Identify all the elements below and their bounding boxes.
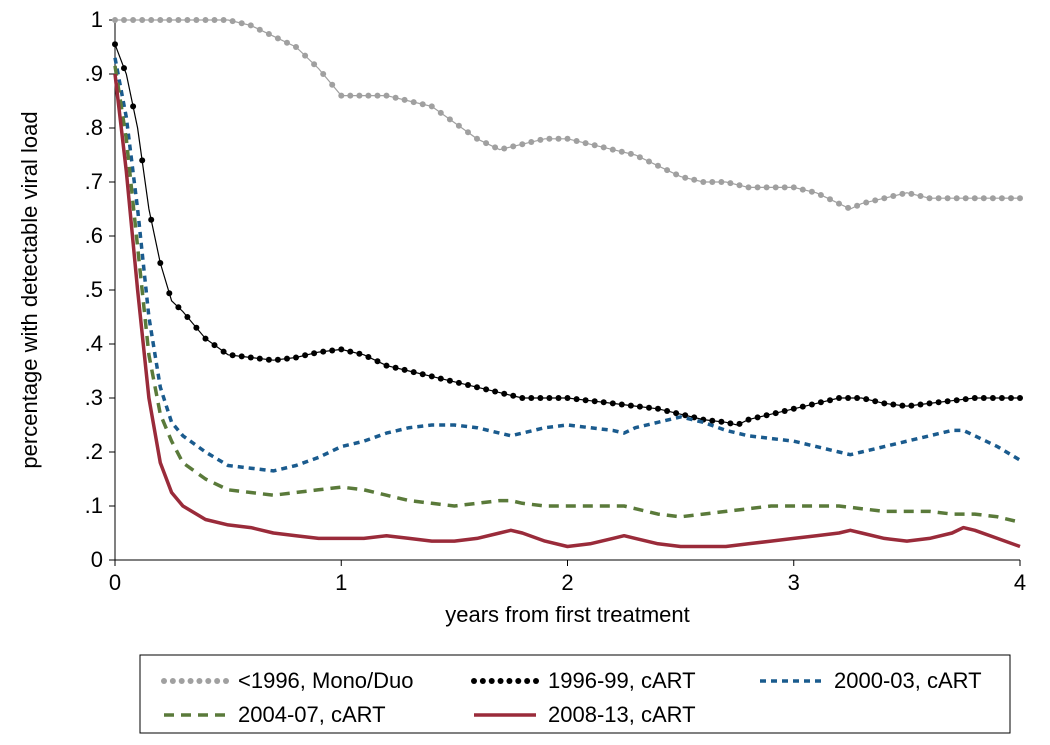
x-tick-label: 1 (335, 570, 347, 595)
y-tick-label: 1 (91, 7, 103, 32)
y-tick-label: 0 (91, 547, 103, 572)
y-tick-label: .4 (85, 331, 103, 356)
chart-container: 0 .1 .2 .3 .4 .5 .6 .7 .8 .9 1 0 1 2 3 4 years from firs… (0, 0, 1050, 745)
line-chart: 0 .1 .2 .3 .4 .5 .6 .7 .8 .9 1 0 1 2 3 4 years from firs… (0, 0, 1050, 745)
legend-label: 1996-99, cART (548, 668, 696, 693)
legend-label: 2000-03, cART (834, 668, 982, 693)
y-tick-label: .9 (85, 61, 103, 86)
y-tick-label: .8 (85, 115, 103, 140)
x-tick-label: 0 (109, 570, 121, 595)
y-tick-label: .3 (85, 385, 103, 410)
x-tick-label: 3 (788, 570, 800, 595)
x-tick-label: 2 (561, 570, 573, 595)
y-tick-label: .7 (85, 169, 103, 194)
legend-label: 2004-07, cART (238, 702, 386, 727)
y-tick-label: .1 (85, 493, 103, 518)
y-tick-label: .6 (85, 223, 103, 248)
y-tick-label: .5 (85, 277, 103, 302)
y-tick-label: .2 (85, 439, 103, 464)
legend-label: <1996, Mono/Duo (238, 668, 414, 693)
legend-label: 2008-13, cART (548, 702, 696, 727)
y-axis-label: percentage with detectable viral load (17, 111, 42, 468)
x-tick-label: 4 (1014, 570, 1026, 595)
x-axis-label: years from first treatment (445, 602, 690, 627)
